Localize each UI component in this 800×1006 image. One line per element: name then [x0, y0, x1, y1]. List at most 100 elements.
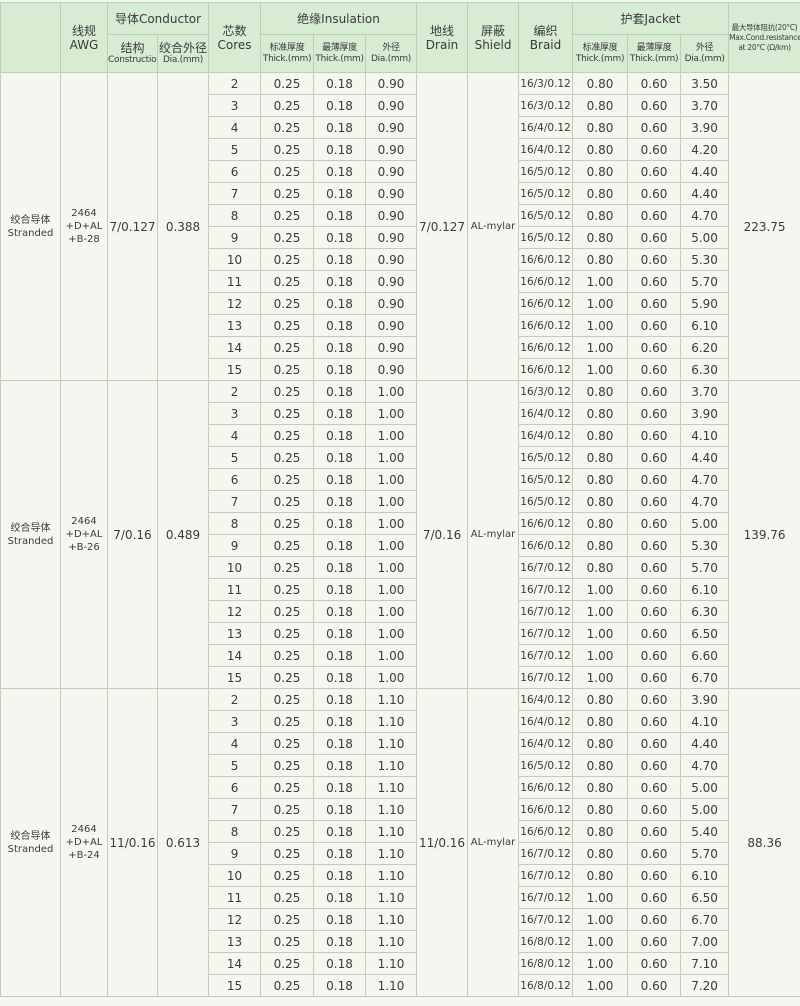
value-cell: 0.60	[628, 799, 681, 821]
value-cell: 0.60	[628, 95, 681, 117]
value-cell: 2	[209, 381, 261, 403]
value-cell: 0.60	[628, 73, 681, 95]
value-cell: 3.90	[681, 117, 729, 139]
value-cell: 1.00	[573, 315, 628, 337]
value-cell: 6.60	[681, 645, 729, 667]
header-cell-line: Max.Cond.resistance	[729, 33, 800, 43]
braid: 16/4/0.12	[519, 689, 573, 711]
braid: 16/5/0.12	[519, 447, 573, 469]
header-cell-line: 结构	[108, 41, 157, 55]
value-cell: 0.80	[573, 381, 628, 403]
braid: 16/4/0.12	[519, 403, 573, 425]
value-cell: 4.70	[681, 755, 729, 777]
header-cell: 绝缘Insulation	[261, 3, 417, 35]
value-cell: 0.60	[628, 667, 681, 689]
value-cell: 1.00	[573, 271, 628, 293]
value-cell: 1.00	[573, 975, 628, 997]
value-cell: 0.60	[628, 183, 681, 205]
drain: 7/0.127	[417, 73, 468, 381]
value-cell: 0.60	[628, 315, 681, 337]
value-cell: 0.18	[314, 953, 366, 975]
value-cell: 4.70	[681, 491, 729, 513]
value-cell: 0.80	[573, 73, 628, 95]
value-cell: 1.00	[366, 491, 417, 513]
value-cell: 1.10	[366, 953, 417, 975]
value-cell: 11	[209, 887, 261, 909]
value-cell: 0.18	[314, 139, 366, 161]
value-cell: 0.18	[314, 975, 366, 997]
value-cell: 1.00	[573, 623, 628, 645]
awg: 2464+D+AL+B-28	[61, 73, 108, 381]
value-cell: 0.25	[261, 161, 314, 183]
value-cell: 0.25	[261, 447, 314, 469]
value-cell: 10	[209, 865, 261, 887]
value-cell: 0.60	[628, 161, 681, 183]
value-cell: 0.18	[314, 381, 366, 403]
braid: 16/7/0.12	[519, 623, 573, 645]
braid: 16/7/0.12	[519, 557, 573, 579]
value-cell: 5	[209, 755, 261, 777]
value-cell: 0.25	[261, 777, 314, 799]
braid: 16/6/0.12	[519, 249, 573, 271]
value-cell: 12	[209, 909, 261, 931]
value-cell: 0.60	[628, 469, 681, 491]
header-cell-line: Shield	[468, 38, 518, 52]
value-cell: 7.10	[681, 953, 729, 975]
awg-line: 2464	[61, 515, 107, 528]
value-cell: 0.60	[628, 953, 681, 975]
value-cell: 0.18	[314, 293, 366, 315]
value-cell: 11	[209, 579, 261, 601]
value-cell: 0.60	[628, 711, 681, 733]
value-cell: 12	[209, 601, 261, 623]
value-cell: 4.40	[681, 183, 729, 205]
braid: 16/3/0.12	[519, 381, 573, 403]
value-cell: 9	[209, 843, 261, 865]
braid: 16/3/0.12	[519, 95, 573, 117]
value-cell: 0.60	[628, 601, 681, 623]
value-cell: 5.00	[681, 777, 729, 799]
value-cell: 0.80	[573, 95, 628, 117]
value-cell: 1.10	[366, 843, 417, 865]
value-cell: 0.18	[314, 887, 366, 909]
header-cell-line: 屏蔽	[468, 24, 518, 38]
value-cell: 0.18	[314, 73, 366, 95]
header-cell-line: 地线	[417, 24, 467, 38]
conductor-type-line: 绞合导体	[1, 214, 60, 227]
value-cell: 0.18	[314, 469, 366, 491]
value-cell: 1.00	[573, 337, 628, 359]
conductor-type-line: 绞合导体	[1, 830, 60, 843]
braid: 16/5/0.12	[519, 469, 573, 491]
header-cell-line: Dia.(mm)	[681, 54, 728, 65]
value-cell: 0.25	[261, 205, 314, 227]
value-cell: 5.30	[681, 249, 729, 271]
value-cell: 0.80	[573, 161, 628, 183]
conductor-type-line: Stranded	[1, 535, 60, 548]
value-cell: 0.80	[573, 689, 628, 711]
braid: 16/6/0.12	[519, 315, 573, 337]
braid: 16/3/0.12	[519, 73, 573, 95]
header-cell-line: Braid	[519, 38, 572, 52]
value-cell: 0.25	[261, 623, 314, 645]
value-cell: 5.90	[681, 293, 729, 315]
value-cell: 0.90	[366, 315, 417, 337]
value-cell: 3.90	[681, 403, 729, 425]
value-cell: 6.50	[681, 623, 729, 645]
value-cell: 0.60	[628, 843, 681, 865]
dia: 0.489	[158, 381, 209, 689]
value-cell: 1.00	[366, 601, 417, 623]
value-cell: 0.60	[628, 975, 681, 997]
value-cell: 0.80	[573, 227, 628, 249]
value-cell: 0.90	[366, 337, 417, 359]
header-cell-line: Dia.(mm)	[366, 54, 416, 65]
header-cell-line: 标准厚度	[573, 43, 627, 54]
value-cell: 0.18	[314, 249, 366, 271]
value-cell: 0.25	[261, 909, 314, 931]
value-cell: 0.90	[366, 205, 417, 227]
